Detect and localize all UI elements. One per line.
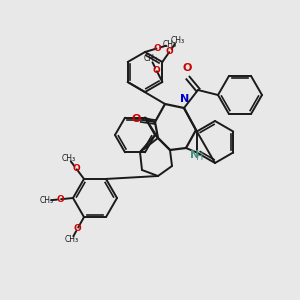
Text: O: O	[74, 224, 82, 233]
Text: O: O	[182, 63, 192, 73]
Text: O: O	[154, 44, 161, 53]
Text: CH₃: CH₃	[61, 154, 76, 163]
Text: CH₃: CH₃	[170, 36, 184, 45]
Text: O: O	[153, 66, 160, 75]
Text: O: O	[72, 164, 80, 173]
Text: H: H	[196, 152, 203, 162]
Text: CH₃: CH₃	[40, 196, 54, 205]
Text: O: O	[131, 114, 141, 124]
Text: CH₃: CH₃	[64, 235, 78, 244]
Text: O: O	[166, 47, 174, 56]
Text: N: N	[190, 150, 199, 160]
Text: CH₃: CH₃	[144, 54, 158, 63]
Text: N: N	[180, 94, 190, 104]
Text: O: O	[56, 195, 64, 204]
Text: CH₃: CH₃	[163, 40, 177, 49]
